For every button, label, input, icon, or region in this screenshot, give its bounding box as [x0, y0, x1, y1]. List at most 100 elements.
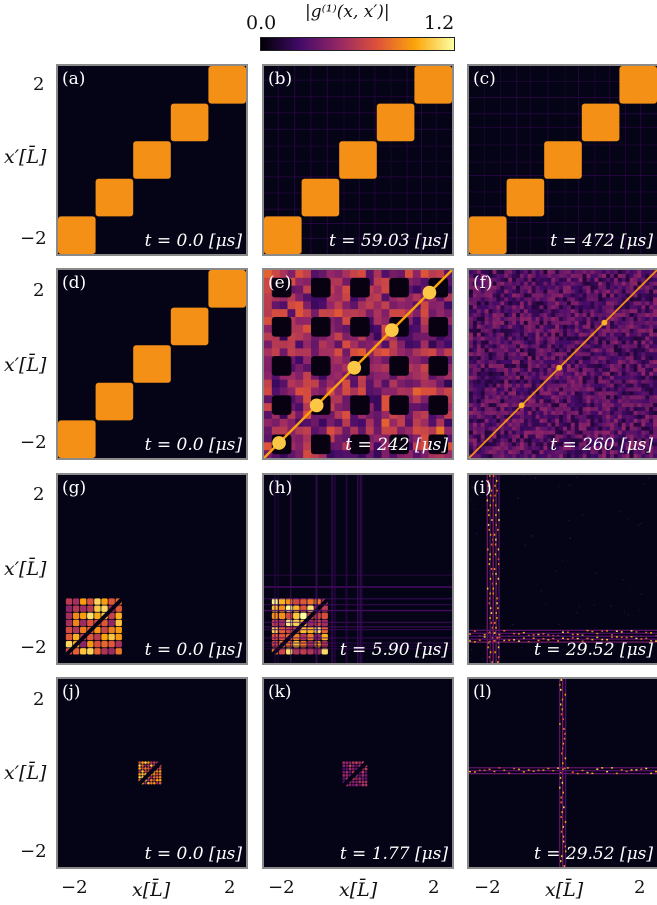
heatmap-cell [279, 293, 288, 302]
heatmap-cell [412, 434, 422, 443]
heatmap-panel-e: (e) t = 242 [μs] [262, 268, 454, 460]
peak-spot [601, 319, 608, 326]
heatmap-cell [602, 277, 607, 283]
heatmap-cell [598, 371, 603, 377]
heatmap-cell [617, 438, 623, 443]
heatmap-cell [361, 777, 365, 781]
heatmap-cell [586, 356, 591, 361]
heatmap-cell [500, 356, 505, 361]
heatmap-cell [566, 352, 572, 357]
heatmap-cell [551, 324, 556, 330]
heatmap-cell [65, 598, 73, 605]
heatmap-cell [637, 438, 642, 443]
grid-line [529, 66, 531, 254]
heatmap-cell [606, 371, 611, 377]
heatmap-cell [582, 450, 587, 455]
heatmap-cell [574, 375, 579, 380]
heatmap-cell [598, 454, 603, 458]
heatmap-cell [629, 289, 634, 294]
heatmap-svg [340, 759, 370, 789]
cross-dot [489, 592, 491, 595]
heatmap-cell [555, 454, 560, 458]
correlation-block [95, 382, 134, 421]
heatmap-cell [590, 375, 595, 380]
heatmap-cell [65, 633, 73, 641]
heatmap-cell [547, 391, 552, 396]
heatmap-cell [469, 434, 474, 439]
heatmap-cell [480, 297, 485, 302]
heatmap-cell [373, 324, 382, 334]
heatmap-cell [551, 364, 556, 369]
xtick-col3-right: 2 [634, 877, 646, 898]
heatmap-cell [633, 395, 638, 400]
heatmap-cell [115, 633, 122, 641]
heatmap-cell [365, 301, 375, 310]
heatmap-cell [598, 281, 603, 286]
grid-line [609, 66, 611, 254]
heatmap-cell [334, 371, 343, 381]
heatmap-cell [512, 446, 517, 451]
heatmap-cell [144, 761, 147, 764]
heatmap-cell [606, 418, 611, 424]
heatmap-cell [492, 317, 497, 322]
grid-line [469, 222, 657, 223]
heatmap-cell [653, 371, 657, 377]
heatmap-cell [582, 434, 587, 439]
heatmap-cell [484, 454, 489, 458]
heatmap-cell [531, 371, 536, 377]
heatmap-cell [574, 434, 579, 439]
heatmap-cell [617, 434, 623, 439]
heatmap-cell [72, 619, 80, 627]
heatmap-cell [555, 332, 560, 337]
heatmap-cell [547, 313, 552, 318]
heatmap-cell [472, 360, 478, 365]
heatmap-cell [527, 426, 532, 431]
heatmap-cell [484, 328, 489, 333]
cross-dot [563, 865, 566, 867]
heatmap-cell [519, 297, 525, 302]
heatmap-cell [508, 344, 513, 349]
heatmap-cell [633, 309, 638, 314]
heatmap-cell [87, 619, 94, 627]
heatmap-cell [539, 407, 544, 412]
heatmap-cell [488, 375, 493, 380]
heatmap-cell [621, 352, 626, 357]
heatmap-cell [373, 309, 382, 318]
heatmap-cell [500, 438, 505, 443]
heatmap-cell [279, 379, 288, 388]
heatmap-cell [598, 399, 603, 404]
heatmap-cell [641, 364, 646, 369]
heatmap-cell [570, 340, 576, 345]
heatmap-cell [610, 352, 615, 357]
heatmap-cell [531, 418, 536, 424]
heatmap-cell [586, 407, 591, 412]
heatmap-cell [578, 360, 583, 365]
heatmap-cell [613, 297, 619, 302]
cross-dot [537, 769, 540, 772]
heatmap-cell [500, 446, 505, 451]
heatmap-cell [504, 391, 509, 396]
heatmap-cell [590, 285, 595, 290]
heatmap-cell [617, 320, 623, 326]
heatmap-cell [480, 399, 485, 404]
speckle [640, 522, 642, 525]
heatmap-cell [326, 324, 335, 334]
heatmap-cell [303, 277, 312, 287]
heatmap-cell [586, 317, 591, 322]
grid-line [484, 66, 485, 254]
time-label: t = 472 [μs] [550, 231, 653, 251]
heatmap-cell [633, 375, 638, 380]
heatmap-cell [496, 289, 501, 294]
heatmap-cell [578, 430, 583, 435]
heatmap-cell [617, 383, 623, 388]
heatmap-cell [519, 442, 525, 447]
heatmap-cell [531, 434, 536, 439]
heatmap-cell [488, 324, 493, 330]
heatmap-cell [504, 348, 509, 353]
heatmap-cell [488, 418, 493, 424]
heatmap-cell [566, 438, 572, 443]
heatmap-cell [617, 297, 623, 302]
heatmap-cell [606, 356, 611, 361]
heatmap-cell [649, 422, 654, 427]
heatmap-cell [365, 340, 375, 349]
